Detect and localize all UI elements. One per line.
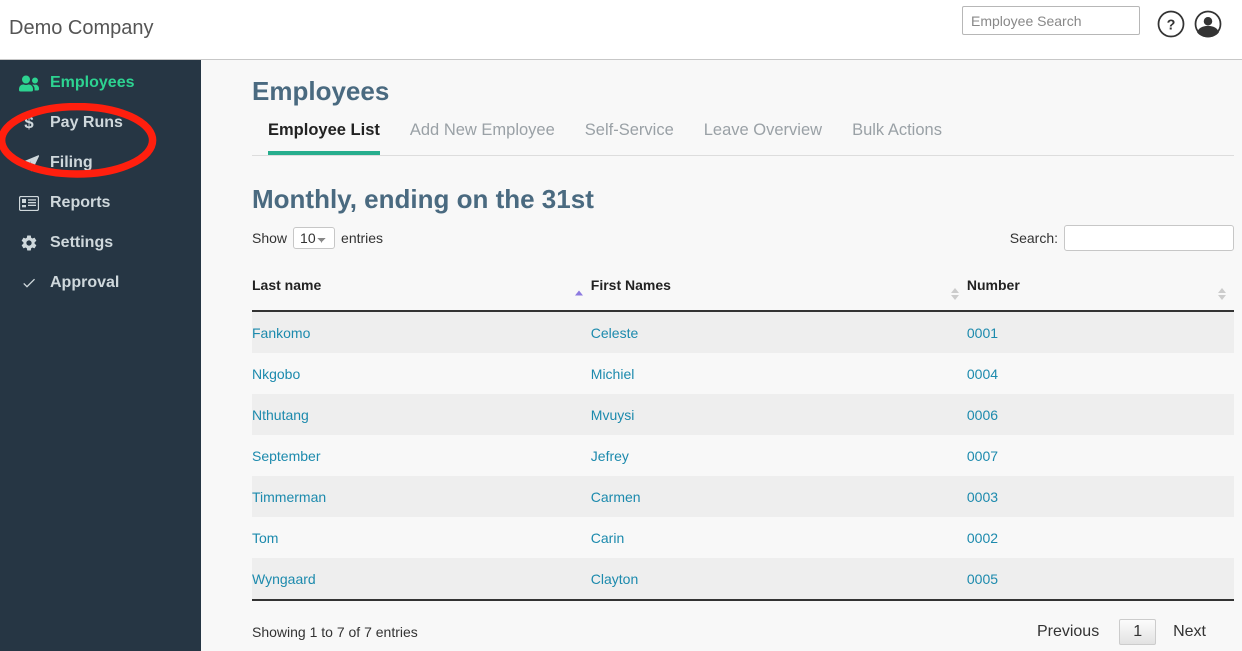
svg-text:?: ? <box>1167 18 1176 34</box>
